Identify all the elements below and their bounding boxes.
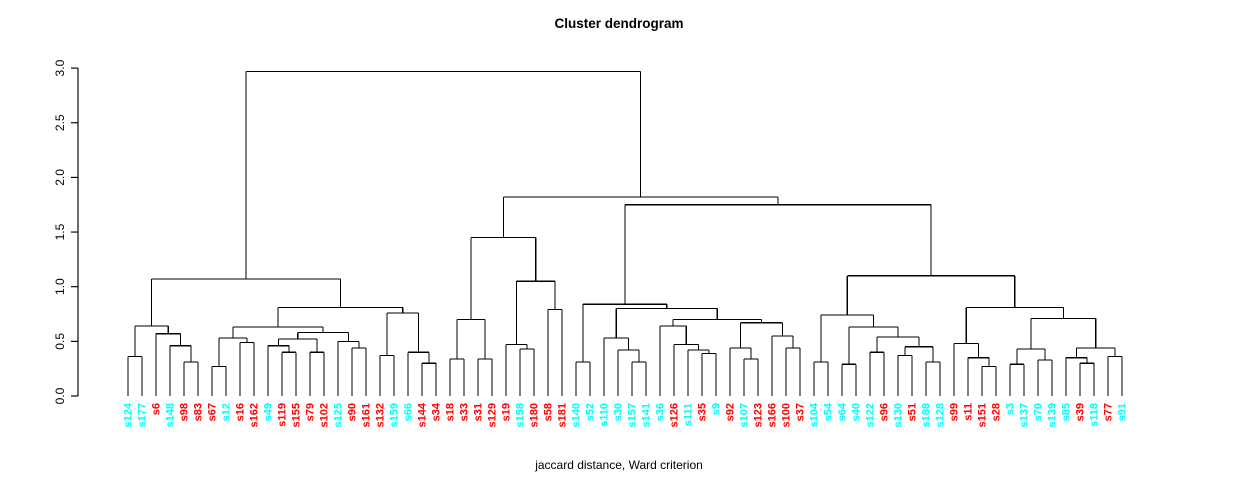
leaf-label: s110: [599, 403, 611, 427]
leaf-label: s124: [123, 402, 135, 427]
leaf-label: s9: [711, 403, 723, 415]
y-axis-tick-label: 2.0: [53, 169, 67, 186]
leaf-label: s92: [725, 403, 737, 421]
leaf-label: s177: [137, 403, 149, 427]
leaf-label: s129: [487, 403, 499, 427]
y-axis-tick-label: 0.0: [53, 387, 67, 404]
leaf-label: s49: [263, 403, 275, 421]
leaf-label: s28: [991, 403, 1003, 421]
leaf-label: s126: [669, 403, 681, 427]
leaf-label: s102: [319, 403, 331, 427]
leaf-label: s90: [347, 403, 359, 421]
leaf-label: s100: [781, 403, 793, 427]
leaf-label: s70: [1033, 403, 1045, 421]
x-axis-label: jaccard distance, Ward criterion: [535, 458, 703, 472]
leaf-label: s51: [907, 403, 919, 421]
leaf-label: s98: [179, 403, 191, 421]
y-axis: 0.0 0.5 1.0 1.5 2.0 2.5 3.0: [53, 59, 79, 404]
leaf-label: s141: [641, 403, 653, 427]
leaf-label: s139: [1047, 403, 1059, 427]
leaf-label: s16: [235, 403, 247, 421]
leaf-label: s79: [305, 403, 317, 421]
leaf-label: s140: [571, 403, 583, 427]
leaf-label: s11: [963, 403, 975, 421]
y-axis-tick-label: 3.0: [53, 59, 67, 76]
y-axis-tick-label: 1.5: [53, 223, 67, 240]
leaf-label: s18: [445, 403, 457, 421]
leaf-label: s96: [879, 403, 891, 421]
leaf-label: s157: [627, 403, 639, 427]
y-axis-tick-label: 2.5: [53, 114, 67, 131]
leaf-label: s107: [739, 403, 751, 427]
leaf-label: s188: [921, 403, 933, 427]
leaf-label: s130: [893, 403, 905, 427]
dendrogram-tree: [127, 70, 1123, 396]
leaf-label: s3: [1005, 403, 1017, 415]
leaf-label: s52: [585, 403, 597, 421]
leaf-label: s39: [1075, 403, 1087, 421]
leaf-label: s137: [1019, 403, 1031, 427]
leaf-label: s118: [1089, 403, 1101, 427]
leaf-label: s12: [221, 403, 233, 421]
chart-title: Cluster dendrogram: [554, 16, 684, 31]
leaf-label: s159: [389, 403, 401, 427]
y-axis-tick-label: 1.0: [53, 278, 67, 295]
leaf-label: s66: [403, 403, 415, 421]
leaf-label: s85: [1061, 403, 1073, 421]
leaf-label: s125: [333, 403, 345, 427]
leaf-label: s40: [851, 403, 863, 421]
leaf-label: s58: [543, 403, 555, 421]
leaf-label: s111: [683, 403, 695, 426]
leaf-label: s166: [767, 403, 779, 427]
y-axis-tick-label: 0.5: [53, 333, 67, 350]
leaf-label: s122: [865, 403, 877, 427]
leaf-label: s64: [837, 402, 849, 421]
leaf-label: s151: [977, 403, 989, 427]
leaf-label: s33: [459, 403, 471, 421]
leaf-label: s123: [753, 403, 765, 427]
leaf-label: s161: [361, 403, 373, 427]
leaf-label: s34: [431, 402, 443, 421]
leaf-labels: s124 s177 s6 s148 s98 s83 s67 s12 s16 s162 s49 s119…: [123, 402, 1129, 427]
leaf-label: s36: [655, 403, 667, 421]
leaf-label: s99: [949, 403, 961, 421]
leaf-label: s158: [515, 403, 527, 427]
leaf-label: s19: [501, 403, 513, 421]
leaf-label: s54: [823, 402, 835, 421]
leaf-label: s162: [249, 403, 261, 427]
leaf-label: s181: [557, 403, 569, 427]
leaf-label: s37: [795, 403, 807, 421]
leaf-label: s148: [165, 403, 177, 427]
leaf-label: s132: [375, 403, 387, 427]
leaf-label: s6: [151, 403, 163, 415]
leaf-label: s144: [417, 402, 429, 427]
leaf-label: s155: [291, 403, 303, 427]
leaf-label: s35: [697, 403, 709, 421]
leaf-label: s91: [1117, 403, 1129, 421]
leaf-label: s119: [277, 403, 289, 427]
leaf-label: s180: [529, 403, 541, 427]
leaf-label: s77: [1103, 403, 1115, 421]
leaf-label: s83: [193, 403, 205, 421]
leaf-label: s30: [613, 403, 625, 421]
leaf-label: s67: [207, 403, 219, 421]
leaf-label: s31: [473, 403, 485, 421]
leaf-label: s128: [935, 403, 947, 427]
leaf-label: s104: [809, 402, 821, 427]
